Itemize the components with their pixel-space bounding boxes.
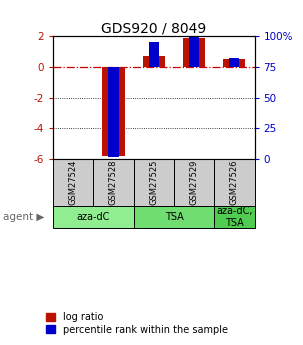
Bar	[189, 38, 199, 67]
Bar	[134, 159, 174, 206]
Bar	[229, 58, 239, 67]
Text: agent ▶: agent ▶	[3, 212, 45, 222]
Bar	[183, 38, 205, 67]
Bar	[143, 56, 165, 67]
Legend: log ratio, percentile rank within the sample: log ratio, percentile rank within the sa…	[44, 310, 230, 337]
Text: TSA: TSA	[165, 212, 183, 222]
Bar	[174, 159, 214, 206]
Bar	[53, 159, 93, 206]
Bar	[149, 42, 159, 67]
Bar	[108, 67, 118, 157]
Text: GSM27526: GSM27526	[230, 160, 239, 205]
Text: GSM27525: GSM27525	[149, 160, 158, 205]
Text: aza-dC: aza-dC	[77, 212, 110, 222]
Bar	[223, 59, 245, 67]
Bar	[134, 206, 214, 228]
Bar	[102, 67, 125, 156]
Bar	[214, 206, 255, 228]
Text: GSM27524: GSM27524	[69, 160, 78, 205]
Text: aza-dC,
TSA: aza-dC, TSA	[216, 206, 253, 228]
Bar	[53, 206, 134, 228]
Text: GSM27528: GSM27528	[109, 160, 118, 205]
Text: GSM27529: GSM27529	[190, 160, 198, 205]
Bar	[93, 159, 134, 206]
Bar	[214, 159, 255, 206]
Title: GDS920 / 8049: GDS920 / 8049	[101, 21, 206, 35]
